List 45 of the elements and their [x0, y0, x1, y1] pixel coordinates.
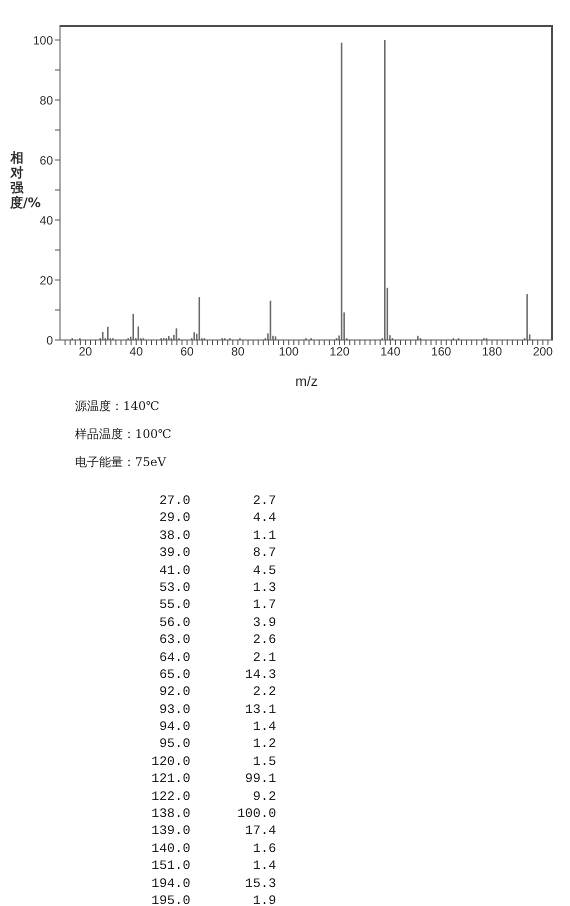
text: 93.0 13.1	[158, 700, 278, 718]
text: 138.0 100.0	[150, 805, 278, 822]
text: 151.0 1.4	[150, 857, 278, 875]
text: 121.0 99.1	[150, 770, 278, 788]
text: 194.0 15.3	[150, 874, 278, 892]
x-tick-label: 20	[78, 344, 92, 359]
text: 53.0 1.3	[158, 578, 278, 596]
text: 29.0 4.4	[158, 509, 278, 527]
x-tick-label: 200	[532, 344, 554, 359]
x-tick-label: 160	[431, 344, 452, 359]
text: 38.0 1.1	[158, 526, 278, 544]
text: 样品温度：100℃	[75, 426, 172, 443]
x-tick-label: 40	[130, 344, 144, 359]
text: 140.0 1.6	[150, 840, 278, 858]
text: 95.0 1.2	[158, 735, 278, 753]
text: 120.0 1.5	[150, 752, 278, 770]
y-tick-label: 20	[40, 273, 54, 288]
text: 源温度：140℃	[75, 398, 160, 415]
text: 56.0 3.9	[158, 614, 278, 632]
y-tick-label: 0	[46, 333, 54, 348]
text: 94.0 1.4	[158, 718, 278, 736]
text: 139.0 17.4	[150, 822, 278, 840]
text: 39.0 8.7	[158, 544, 278, 562]
text: 122.0 9.2	[150, 788, 278, 806]
text: 55.0 1.7	[158, 596, 278, 614]
x-tick-label: 140	[380, 344, 401, 359]
y-tick-label: 100	[32, 33, 54, 48]
text: 63.0 2.6	[158, 631, 278, 649]
text: 64.0 2.1	[158, 648, 278, 666]
x-tick-label: 100	[278, 344, 300, 359]
y-tick-label: 60	[40, 153, 54, 168]
x-axis-title: m/z	[295, 373, 318, 389]
x-tick-label: 180	[482, 344, 502, 359]
y-tick-label: 40	[40, 213, 54, 228]
x-tick-label: 60	[180, 344, 194, 359]
y-axis-title: 相对强度/%	[10, 151, 41, 211]
y-tick-label: 80	[40, 93, 54, 108]
x-tick-label: 80	[231, 344, 245, 359]
text: 195.0 1.9	[150, 892, 278, 906]
text: 电子能量：75eV	[75, 454, 168, 471]
text: 65.0 14.3	[158, 666, 278, 684]
text: 27.0 2.7	[158, 492, 278, 510]
text: 41.0 4.5	[158, 562, 278, 579]
text: 92.0 2.2	[158, 683, 278, 701]
x-tick-label: 120	[330, 344, 350, 359]
